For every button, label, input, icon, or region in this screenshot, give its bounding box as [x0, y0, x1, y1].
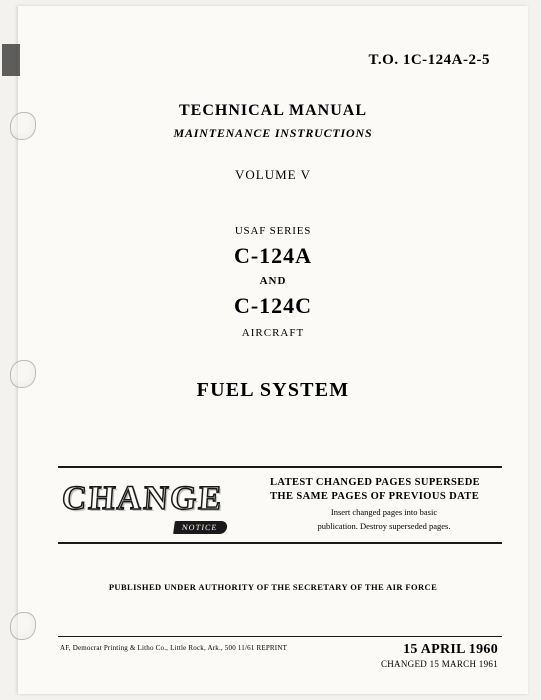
aircraft-model-c: C-124C	[18, 293, 528, 319]
volume-label: VOLUME V	[18, 167, 528, 183]
date-block: 15 APRIL 1960 CHANGED 15 MARCH 1961	[381, 642, 498, 669]
footer-rule	[58, 636, 502, 637]
change-word-outline: CHANGE	[61, 480, 225, 518]
series-label: USAF SERIES	[18, 225, 528, 237]
date-original: 15 APRIL 1960	[381, 642, 498, 658]
change-word-graphic: CHANGE CHANGE NOTICE	[62, 480, 262, 528]
scan-canvas: T.O. 1C-124A-2-5 TECHNICAL MANUAL MAINTE…	[0, 0, 541, 700]
aircraft-label: AIRCRAFT	[18, 327, 528, 339]
technical-order-number: T.O. 1C-124A-2-5	[369, 52, 490, 69]
date-changed: CHANGED 15 MARCH 1961	[381, 659, 498, 669]
change-line-2: THE SAME PAGES OF PREVIOUS DATE	[270, 490, 498, 504]
change-small-2: publication. Destroy superseded pages.	[270, 521, 498, 532]
change-row: CHANGE CHANGE NOTICE LATEST CHANGED PAGE…	[62, 476, 498, 532]
punch-hole-icon	[10, 612, 36, 640]
system-title: FUEL SYSTEM	[18, 379, 528, 402]
manual-subtitle: MAINTENANCE INSTRUCTIONS	[18, 126, 528, 141]
printer-line: AF, Democrat Printing & Litho Co., Littl…	[60, 644, 287, 652]
manual-title: TECHNICAL MANUAL	[18, 102, 528, 120]
notice-flag: NOTICE	[173, 521, 228, 534]
conjunction-and: AND	[18, 275, 528, 287]
publication-authority: PUBLISHED UNDER AUTHORITY OF THE SECRETA…	[18, 582, 528, 592]
change-small-1: Insert changed pages into basic	[270, 507, 498, 518]
change-line-1: LATEST CHANGED PAGES SUPERSEDE	[270, 476, 498, 490]
title-block: TECHNICAL MANUAL MAINTENANCE INSTRUCTION…	[18, 102, 528, 402]
change-text-block: LATEST CHANGED PAGES SUPERSEDE THE SAME …	[262, 476, 498, 532]
aircraft-model-a: C-124A	[18, 243, 528, 269]
document-page: T.O. 1C-124A-2-5 TECHNICAL MANUAL MAINTE…	[18, 6, 528, 694]
scan-artifact-tab	[2, 44, 20, 76]
change-notice-band: CHANGE CHANGE NOTICE LATEST CHANGED PAGE…	[58, 466, 502, 544]
punch-hole-icon	[10, 360, 36, 388]
punch-hole-icon	[10, 112, 36, 140]
